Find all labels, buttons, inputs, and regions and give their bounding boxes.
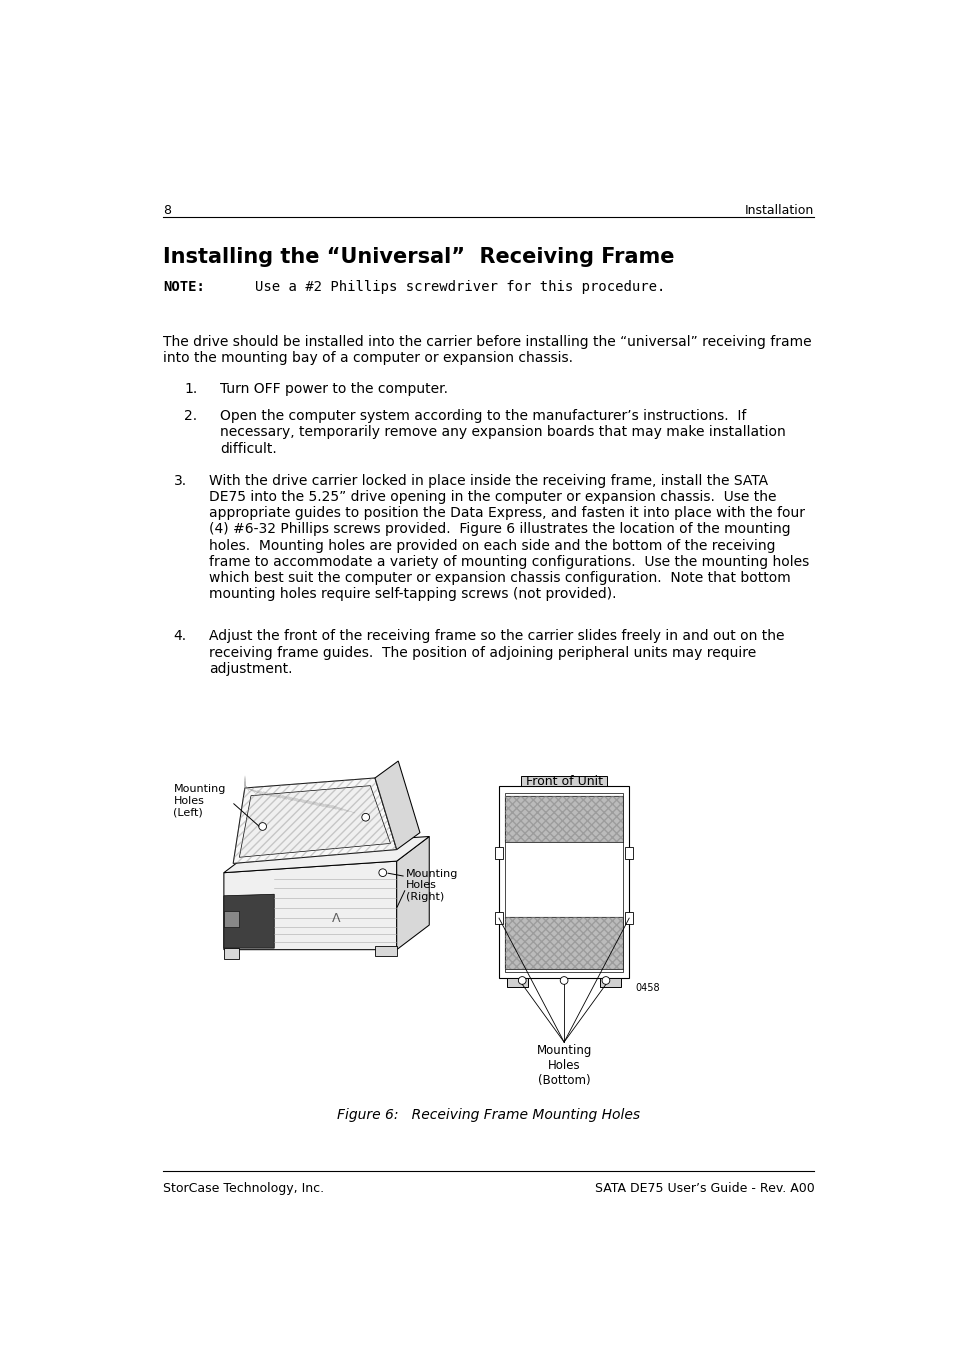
Polygon shape <box>520 776 607 786</box>
Polygon shape <box>224 861 396 950</box>
Text: 3.: 3. <box>173 474 187 487</box>
Circle shape <box>361 813 369 821</box>
Polygon shape <box>224 912 239 927</box>
Text: Front of Unit: Front of Unit <box>525 775 602 789</box>
Text: 1.: 1. <box>184 382 197 396</box>
Text: Open the computer system according to the manufacturer’s instructions.  If
neces: Open the computer system according to th… <box>220 409 785 456</box>
Text: Adjust the front of the receiving frame so the carrier slides freely in and out : Adjust the front of the receiving frame … <box>209 630 783 676</box>
Polygon shape <box>495 912 502 924</box>
Text: StorCase Technology, Inc.: StorCase Technology, Inc. <box>163 1183 324 1195</box>
Polygon shape <box>506 979 528 987</box>
Polygon shape <box>233 778 396 864</box>
Polygon shape <box>498 786 629 979</box>
Text: Mounting
Holes
(Right): Mounting Holes (Right) <box>406 869 457 902</box>
Polygon shape <box>505 917 622 969</box>
Text: 0458: 0458 <box>635 983 659 993</box>
Circle shape <box>601 976 609 984</box>
Circle shape <box>258 823 266 831</box>
Text: NOTE:: NOTE: <box>163 279 205 294</box>
Polygon shape <box>624 912 633 924</box>
Text: 2.: 2. <box>184 409 197 423</box>
Text: Use a #2 Phillips screwdriver for this procedure.: Use a #2 Phillips screwdriver for this p… <box>254 279 664 294</box>
Text: Mounting
Holes
(Bottom): Mounting Holes (Bottom) <box>536 1045 591 1087</box>
Polygon shape <box>599 979 620 987</box>
Text: Installing the “Universal”  Receiving Frame: Installing the “Universal” Receiving Fra… <box>163 246 674 267</box>
Polygon shape <box>505 795 622 842</box>
Polygon shape <box>239 786 390 857</box>
Text: Figure 6:   Receiving Frame Mounting Holes: Figure 6: Receiving Frame Mounting Holes <box>337 1108 639 1121</box>
Polygon shape <box>224 894 274 949</box>
Polygon shape <box>495 846 502 858</box>
Polygon shape <box>375 946 396 956</box>
Text: Mounting
Holes
(Left): Mounting Holes (Left) <box>173 784 226 817</box>
Polygon shape <box>224 836 429 872</box>
Text: 8: 8 <box>163 204 172 218</box>
Text: With the drive carrier locked in place inside the receiving frame, install the S: With the drive carrier locked in place i… <box>209 474 808 601</box>
Polygon shape <box>375 761 419 850</box>
Polygon shape <box>396 836 429 950</box>
Polygon shape <box>624 846 633 858</box>
Polygon shape <box>224 949 239 958</box>
Text: 4.: 4. <box>173 630 187 643</box>
Text: Turn OFF power to the computer.: Turn OFF power to the computer. <box>220 382 448 396</box>
Text: Λ: Λ <box>332 912 340 925</box>
Circle shape <box>517 976 525 984</box>
Text: The drive should be installed into the carrier before installing the “universal”: The drive should be installed into the c… <box>163 335 811 366</box>
Circle shape <box>378 869 386 876</box>
Circle shape <box>559 976 567 984</box>
Polygon shape <box>505 793 622 972</box>
Text: Installation: Installation <box>744 204 814 218</box>
Text: SATA DE75 User’s Guide - Rev. A00: SATA DE75 User’s Guide - Rev. A00 <box>594 1183 814 1195</box>
